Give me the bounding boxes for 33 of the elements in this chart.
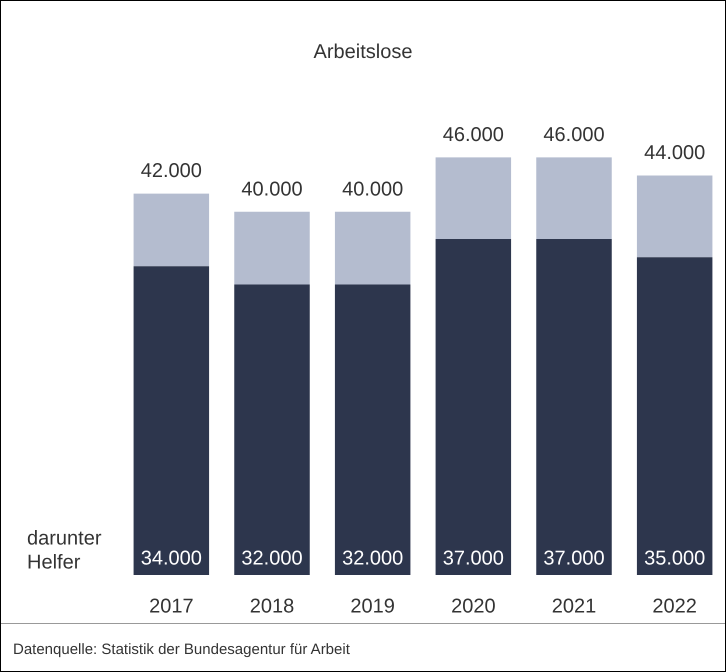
bar bbox=[134, 194, 210, 266]
total-label: 46.000 bbox=[442, 124, 504, 146]
bar bbox=[334, 212, 410, 284]
bar bbox=[436, 157, 512, 240]
series-label: darunter Helfer bbox=[27, 528, 102, 574]
data-label: 34.000 bbox=[140, 548, 202, 570]
bar bbox=[134, 266, 210, 575]
total-label: 46.000 bbox=[543, 124, 605, 146]
total-label: 44.000 bbox=[644, 142, 706, 164]
x-tick-label: 2017 bbox=[149, 596, 194, 618]
chart-title: Arbeitslose bbox=[312, 41, 414, 64]
bar bbox=[234, 284, 310, 575]
bar bbox=[536, 239, 612, 575]
x-tick-label: 2022 bbox=[652, 596, 697, 618]
x-tick-label: 2021 bbox=[552, 596, 596, 618]
data-label: 32.000 bbox=[342, 548, 404, 570]
data-label: 32.000 bbox=[241, 548, 303, 570]
x-tick-label: 2019 bbox=[350, 596, 395, 618]
x-tick-label: 2020 bbox=[451, 596, 496, 618]
data-label: 35.000 bbox=[644, 548, 706, 570]
data-label: 37.000 bbox=[442, 548, 504, 570]
data-label: 37.000 bbox=[543, 548, 605, 570]
bar bbox=[234, 212, 310, 284]
bar bbox=[436, 239, 512, 575]
bar bbox=[636, 257, 712, 575]
bar bbox=[536, 157, 612, 240]
bar bbox=[636, 175, 712, 258]
total-label: 40.000 bbox=[342, 178, 404, 200]
text: Datenquelle: Statistik der Bundesagentur für Arbeit bbox=[13, 641, 350, 658]
total-label: 40.000 bbox=[241, 178, 303, 200]
total-label: 42.000 bbox=[140, 160, 202, 182]
x-tick-label: 2018 bbox=[250, 596, 294, 618]
bar bbox=[334, 284, 410, 575]
